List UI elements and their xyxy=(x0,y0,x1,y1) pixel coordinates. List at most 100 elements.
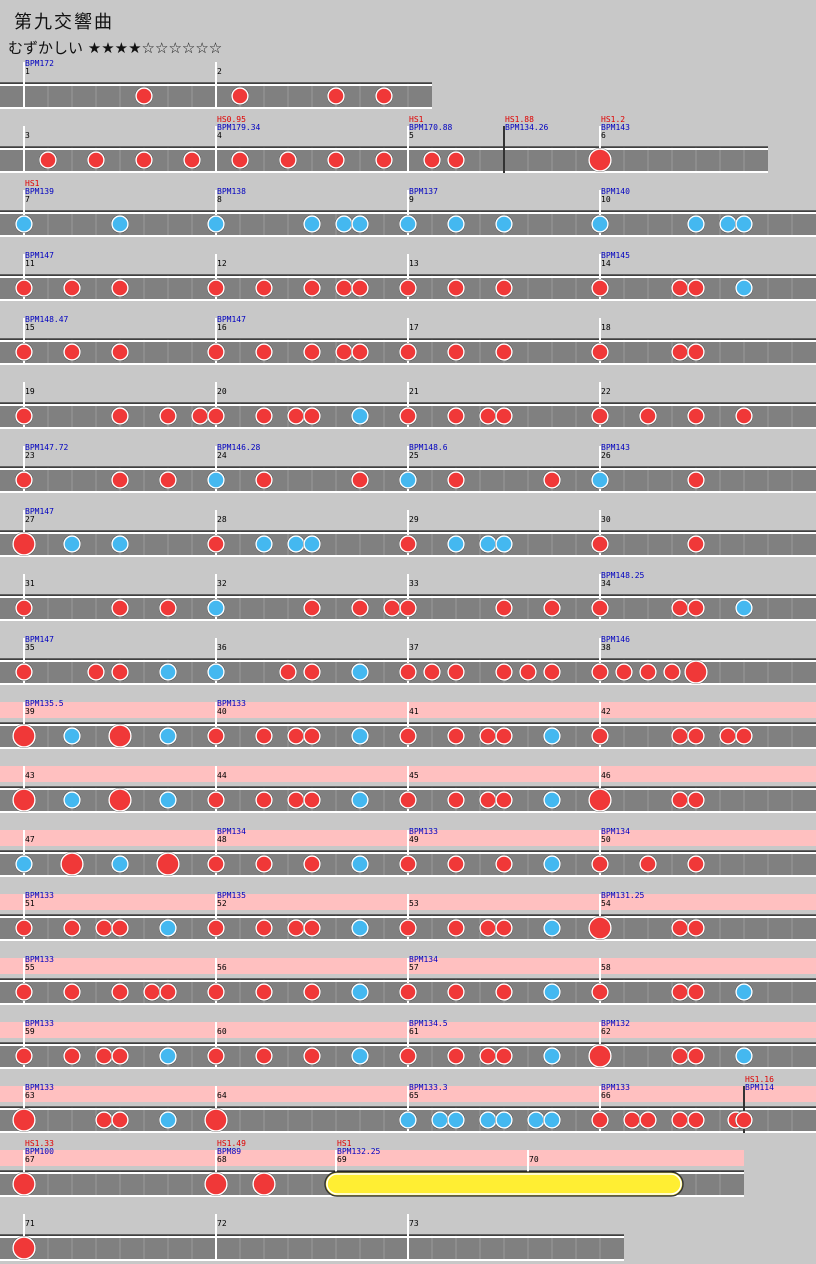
bpm-label: BPM131.25 xyxy=(601,891,645,900)
note xyxy=(543,919,561,937)
measure-number: 71 xyxy=(25,1219,35,1228)
note xyxy=(15,599,33,617)
bpm-label: BPM148.6 xyxy=(409,443,448,452)
measure-number: 63 xyxy=(25,1091,35,1100)
scroll-speed: HS1.33 xyxy=(25,1139,54,1148)
big-note xyxy=(204,1108,228,1132)
measure-number: 41 xyxy=(409,707,419,716)
note xyxy=(591,407,609,425)
note xyxy=(63,983,81,1001)
note xyxy=(423,663,441,681)
note xyxy=(671,599,689,617)
note xyxy=(207,1047,225,1065)
measure-number: 17 xyxy=(409,323,419,332)
note xyxy=(255,983,273,1001)
bpm-label: BPM146.28 xyxy=(217,443,261,452)
note xyxy=(591,855,609,873)
big-note xyxy=(252,1172,276,1196)
bpm-label: BPM133 xyxy=(409,827,438,836)
measure-number: 66 xyxy=(601,1091,611,1100)
measure-number: 70 xyxy=(529,1155,539,1164)
note xyxy=(335,215,353,233)
measure-number: 7 xyxy=(25,195,30,204)
measure-number: 47 xyxy=(25,835,35,844)
note xyxy=(447,919,465,937)
big-note xyxy=(12,788,36,812)
note xyxy=(447,535,465,553)
note xyxy=(375,151,393,169)
note xyxy=(15,471,33,489)
big-note xyxy=(588,148,612,172)
note xyxy=(207,343,225,361)
note xyxy=(255,919,273,937)
big-note xyxy=(108,724,132,748)
note xyxy=(399,983,417,1001)
note xyxy=(543,791,561,809)
note xyxy=(303,855,321,873)
note xyxy=(255,727,273,745)
measure-number: 36 xyxy=(217,643,227,652)
measure-number: 15 xyxy=(25,323,35,332)
note xyxy=(479,791,497,809)
bpm-label: BPM134.26 xyxy=(505,123,549,132)
note xyxy=(351,343,369,361)
big-note xyxy=(588,916,612,940)
note xyxy=(687,407,705,425)
note xyxy=(639,855,657,873)
measure-number: 26 xyxy=(601,451,611,460)
note xyxy=(543,855,561,873)
note xyxy=(447,407,465,425)
scroll-speed: HS1.88 xyxy=(505,115,534,124)
note xyxy=(303,599,321,617)
big-note xyxy=(204,1172,228,1196)
note xyxy=(351,407,369,425)
bpm-label: BPM133 xyxy=(217,699,246,708)
note xyxy=(479,919,497,937)
bpm-label: BPM89 xyxy=(217,1147,241,1156)
note xyxy=(399,599,417,617)
note xyxy=(303,727,321,745)
note xyxy=(159,791,177,809)
measure-number: 27 xyxy=(25,515,35,524)
bpm-label: BPM134 xyxy=(409,955,438,964)
note xyxy=(687,215,705,233)
note xyxy=(15,663,33,681)
note xyxy=(735,407,753,425)
note xyxy=(15,407,33,425)
note xyxy=(327,87,345,105)
note xyxy=(111,663,129,681)
note xyxy=(399,727,417,745)
note xyxy=(111,407,129,425)
note xyxy=(399,855,417,873)
note xyxy=(303,279,321,297)
note xyxy=(287,407,305,425)
bpm-label: BPM143 xyxy=(601,443,630,452)
note xyxy=(591,279,609,297)
note xyxy=(351,1047,369,1065)
bpm-label: BPM143 xyxy=(601,123,630,132)
scroll-speed: HS0.95 xyxy=(217,115,246,124)
bpm-label: BPM148.25 xyxy=(601,571,645,580)
note xyxy=(303,663,321,681)
note xyxy=(543,983,561,1001)
note xyxy=(687,599,705,617)
note xyxy=(351,919,369,937)
note xyxy=(351,663,369,681)
note xyxy=(303,791,321,809)
measure-number: 73 xyxy=(409,1219,419,1228)
note xyxy=(335,279,353,297)
note xyxy=(135,87,153,105)
big-note xyxy=(12,1236,36,1260)
note xyxy=(543,1111,561,1129)
note xyxy=(399,215,417,233)
note xyxy=(495,407,513,425)
measure-number: 32 xyxy=(217,579,227,588)
note xyxy=(671,791,689,809)
measure-number: 44 xyxy=(217,771,227,780)
note xyxy=(159,727,177,745)
note xyxy=(303,407,321,425)
note xyxy=(591,535,609,553)
measure-number: 3 xyxy=(25,131,30,140)
big-note xyxy=(12,1172,36,1196)
big-note xyxy=(156,852,180,876)
